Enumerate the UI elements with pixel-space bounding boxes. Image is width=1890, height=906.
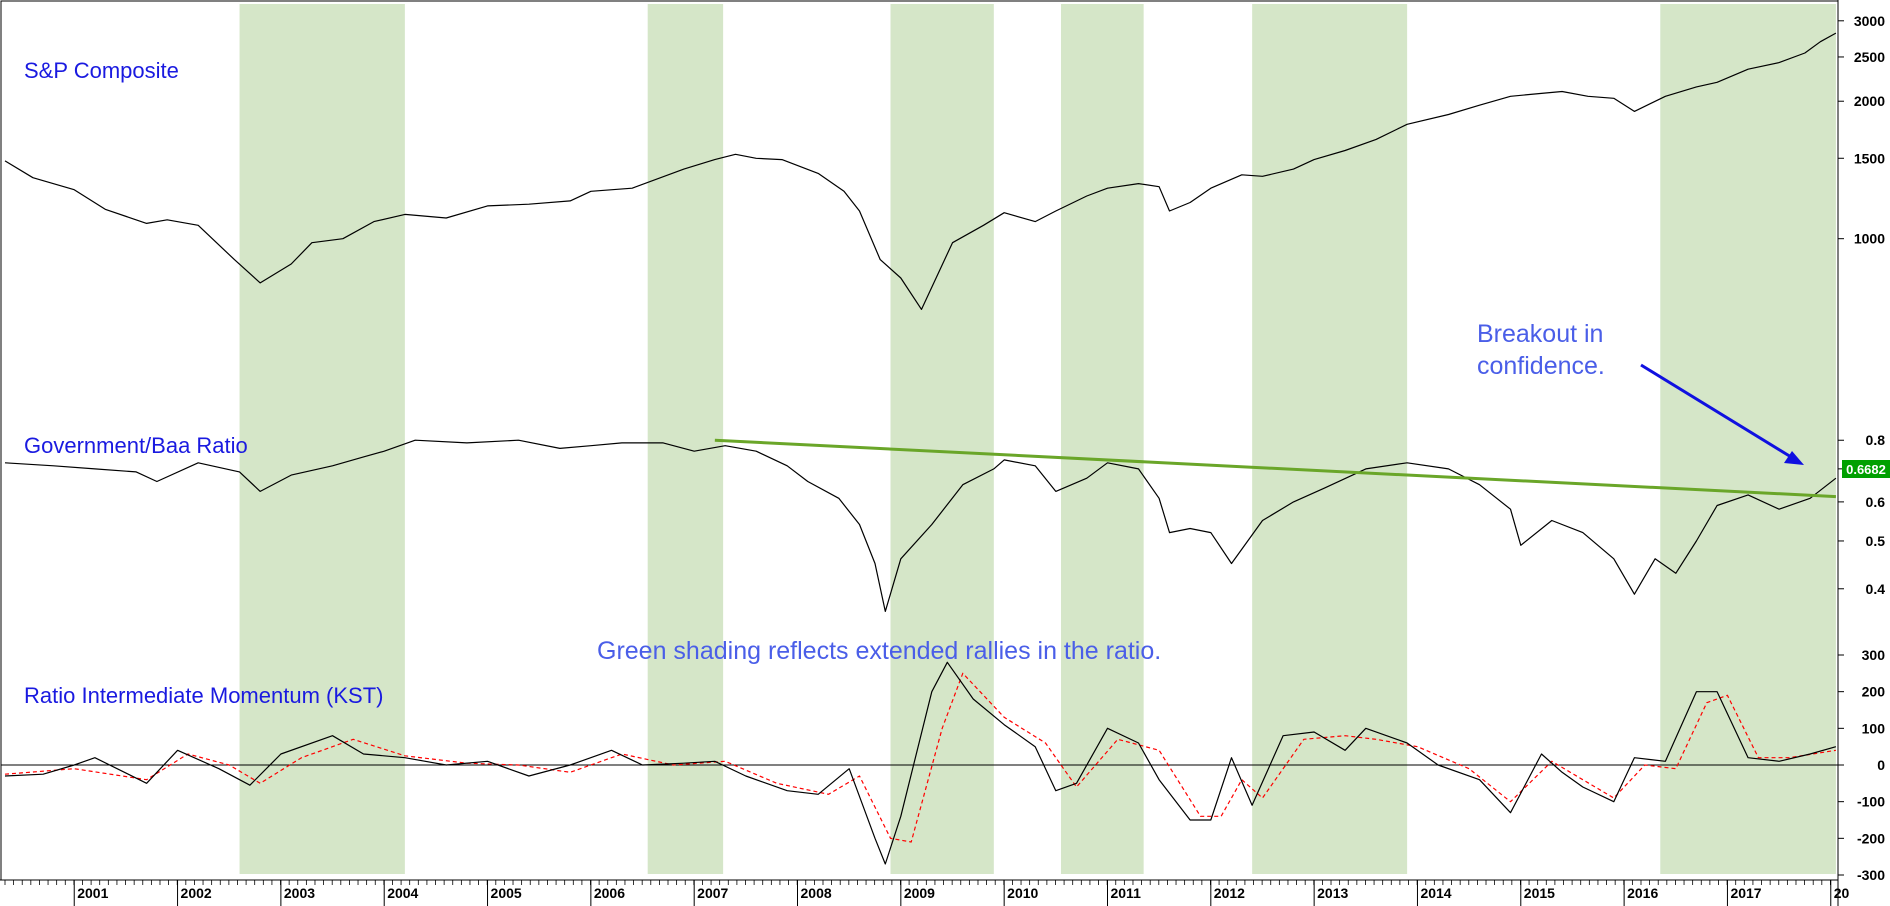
- sp-ytick-label-2: 2000: [1854, 93, 1885, 109]
- shaded-period-1: [647, 4, 724, 874]
- ratio-ytick-label-4: 0.8: [1866, 432, 1886, 448]
- xaxis-label-6: 2007: [697, 885, 728, 901]
- panel-title-kst: Ratio Intermediate Momentum (KST): [24, 683, 383, 708]
- last-value-label: 0.6682: [1846, 462, 1886, 477]
- xaxis-label-13: 2014: [1420, 885, 1451, 901]
- kst-ytick-label-2: -100: [1857, 794, 1885, 810]
- shaded-periods: [239, 4, 1836, 874]
- shaded-period-0: [239, 4, 405, 874]
- xaxis-label-14: 2015: [1524, 885, 1555, 901]
- xaxis-label-11: 2012: [1214, 885, 1245, 901]
- xaxis-label-4: 2005: [491, 885, 522, 901]
- kst-ytick-label-5: 200: [1862, 684, 1886, 700]
- annotation-breakout-line1: Breakout in: [1477, 320, 1603, 348]
- kst-ytick-label-6: 300: [1862, 647, 1886, 663]
- xaxis-label-8: 2009: [904, 885, 935, 901]
- shaded-period-2: [890, 4, 994, 874]
- last-value-box: [1842, 460, 1890, 478]
- xaxis-label-17: 20: [1834, 885, 1850, 901]
- ratio-trendline: [714, 438, 1837, 499]
- xaxis-label-3: 2004: [387, 885, 418, 901]
- ratio-ytick-label-0: 0.4: [1866, 581, 1886, 597]
- xaxis-label-9: 2010: [1007, 885, 1038, 901]
- series-lines: [4, 32, 1837, 865]
- sp-ytick-label-3: 2500: [1854, 49, 1885, 65]
- shaded-period-3: [1060, 4, 1144, 874]
- sp-ytick-label-1: 1500: [1854, 150, 1885, 166]
- ratio-line: [4, 439, 1837, 613]
- annotation-shading: Green shading reflects extended rallies …: [597, 637, 1161, 665]
- kst-ytick-label-4: 100: [1862, 720, 1886, 736]
- shaded-period-4: [1252, 4, 1408, 874]
- xaxis-label-12: 2013: [1317, 885, 1348, 901]
- annotation-breakout-line2: confidence.: [1477, 352, 1605, 380]
- xaxis-label-1: 2002: [181, 885, 212, 901]
- xaxis-label-15: 2016: [1627, 885, 1658, 901]
- xaxis-label-7: 2008: [801, 885, 832, 901]
- xaxis-label-16: 2017: [1730, 885, 1761, 901]
- breakout-arrowhead: [1784, 451, 1804, 465]
- sp-ytick-label-4: 3000: [1854, 13, 1885, 29]
- sp-ytick-label-0: 1000: [1854, 231, 1885, 247]
- xaxis-label-0: 2001: [77, 885, 108, 901]
- ratio-ytick-label-1: 0.5: [1866, 533, 1886, 549]
- panel-title-ratio: Government/Baa Ratio: [24, 433, 248, 458]
- sp-composite-line: [4, 32, 1837, 310]
- breakout-arrow: [1640, 363, 1797, 462]
- xaxis-label-10: 2011: [1110, 885, 1141, 901]
- kst-line: [4, 661, 1837, 865]
- kst-ytick-label-3: 0: [1877, 757, 1885, 773]
- kst-ytick-label-1: -200: [1857, 830, 1885, 846]
- shaded-period-5: [1660, 4, 1836, 874]
- panel-title-sp: S&P Composite: [24, 58, 179, 83]
- ratio-ytick-label-2: 0.6: [1866, 494, 1886, 510]
- kst-signal-line: [4, 672, 1836, 843]
- kst-ytick-label-0: -300: [1857, 867, 1885, 883]
- xaxis-label-5: 2006: [594, 885, 625, 901]
- xaxis-label-2: 2003: [284, 885, 315, 901]
